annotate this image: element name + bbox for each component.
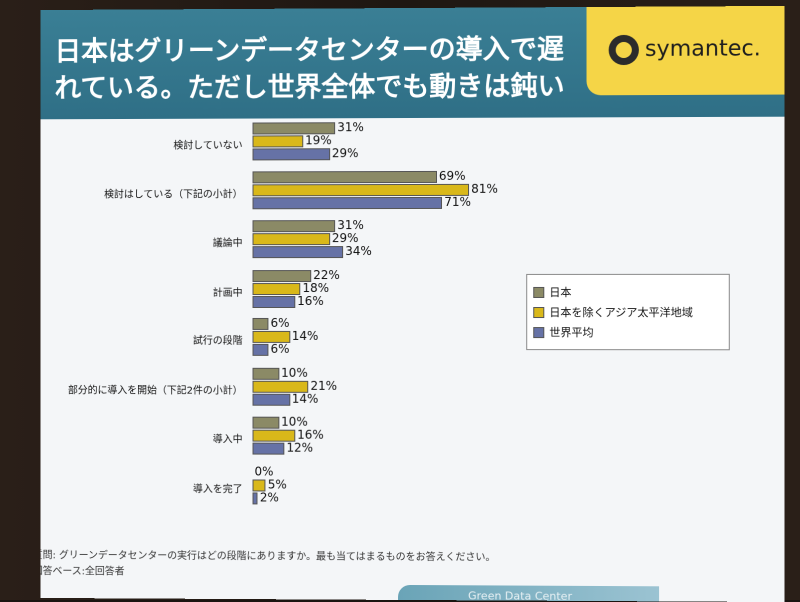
legend-label-asia: 日本を除くアジア太平洋地域 [549,306,693,320]
legend-swatch-japan [533,286,545,298]
bar-japan [252,170,437,184]
value-label-world: 71% [444,194,471,209]
bar-world [252,343,269,356]
category-label: 計画中 [212,288,243,300]
bar-world [252,296,296,308]
bar-japan [252,416,280,429]
bar-japan [252,367,280,380]
value-label-asia: 14% [291,328,319,343]
value-label-japan: 10% [281,414,308,429]
footnote-base: 回答ベース:全回答者 [40,566,125,578]
bar-japan [252,317,269,330]
footnote-question: 質問: グリーンデータセンターの実行はどの段階にありますか。最も当てはまるものを… [40,550,496,564]
bar-world [252,393,290,406]
value-label-japan: 10% [281,365,308,380]
value-label-japan: 22% [313,268,340,283]
value-label-asia: 19% [305,133,332,148]
value-label-world: 29% [331,146,359,161]
value-label-asia: 5% [267,477,287,492]
bar-world [252,148,330,161]
legend-swatch-asia [533,306,545,318]
legend-item-world: 世界平均 [533,323,594,341]
bar-world [252,442,285,455]
value-label-japan: 69% [438,168,466,183]
value-label-japan: 31% [337,120,364,135]
bar-asia [252,233,330,246]
legend-item-asia: 日本を除くアジア太平洋地域 [533,303,693,321]
category-label: 部分的に導入を開始（下記2件の小計） [67,385,243,397]
value-label-asia: 81% [471,181,498,196]
bar-asia [252,283,301,296]
value-label-japan: 31% [337,218,364,233]
bar-world [252,196,443,210]
bar-asia [252,135,304,148]
value-label-world: 34% [345,244,372,259]
category-label: 議論中 [212,238,243,250]
legend-swatch-world [533,326,545,338]
value-label-world: 12% [286,440,314,455]
legend-label-world: 世界平均 [549,326,594,340]
bottom-band-text: Green Data Center [468,589,573,602]
value-label-world: 14% [291,391,319,406]
chart-legend: 日本 日本を除くアジア太平洋地域 世界平均 [526,273,730,351]
category-label: 検討していない [173,140,243,152]
category-label: 導入を完了 [192,484,243,496]
category-label: 導入中 [212,434,243,446]
bar-world [252,246,344,259]
bottom-band: Green Data Center [398,584,660,602]
category-label: 検討はしている（下記の小計） [104,189,243,201]
legend-item-japan: 日本 [533,283,571,301]
value-label-asia: 29% [331,231,359,246]
value-label-asia: 16% [297,427,324,442]
bar-japan [252,220,336,233]
value-label-world: 2% [259,490,279,505]
value-label-world: 6% [270,341,290,356]
value-label-asia: 18% [302,281,330,296]
legend-label-japan: 日本 [549,285,572,299]
value-label-asia: 21% [310,378,338,393]
value-label-japan: 0% [254,464,274,479]
bar-world [252,492,258,505]
value-label-japan: 6% [270,315,290,330]
value-label-world: 16% [297,294,324,308]
slide: 日本はグリーンデータセンターの導入で遅 れている。ただし世界全体でも動きは鈍い … [40,5,785,602]
category-label: 試行の段階 [192,335,243,347]
bar-asia [252,183,470,197]
